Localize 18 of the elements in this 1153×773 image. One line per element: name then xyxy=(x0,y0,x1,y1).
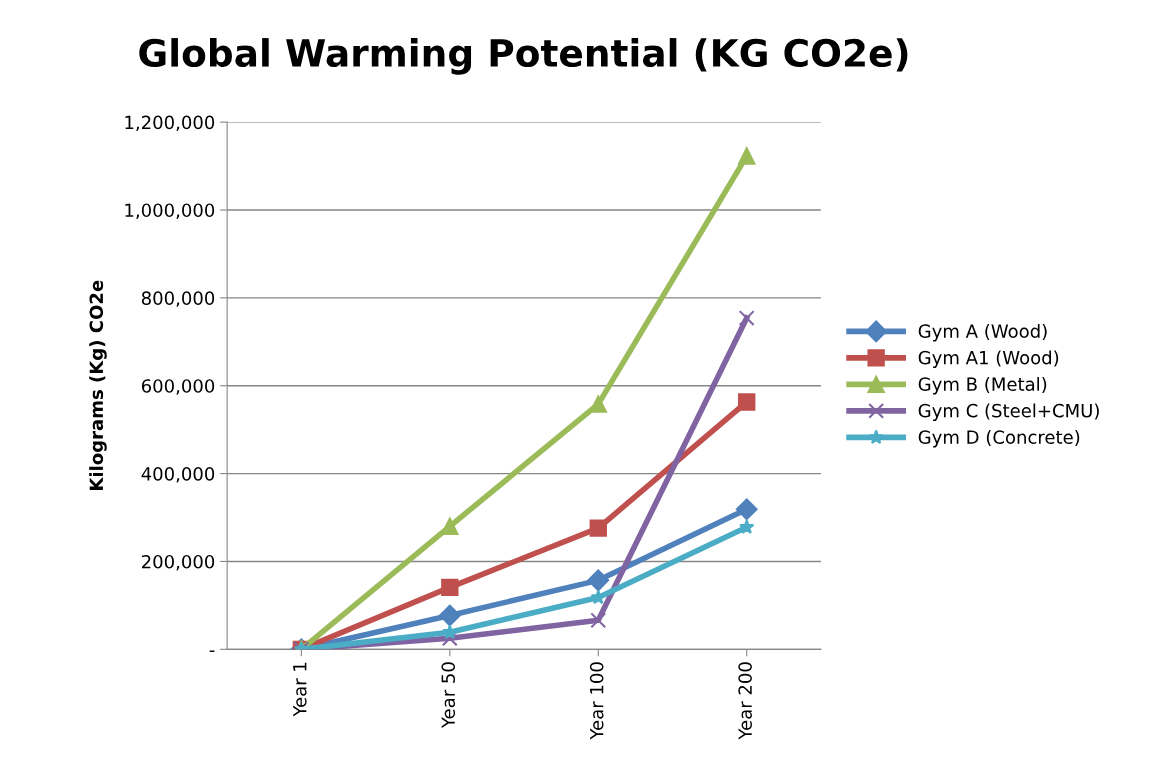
legend-label: Gym A (Wood) xyxy=(918,323,1047,342)
y-tick-label: 800,000 xyxy=(141,291,215,307)
legend-label: Gym A1 (Wood) xyxy=(918,350,1059,368)
y-tick-label: 200,000 xyxy=(141,554,215,571)
legend-label: Gym D (Concrete) xyxy=(918,430,1080,448)
legend-label: Gym C (Steel+CMU) xyxy=(918,403,1099,421)
y-tick-label: 400,000 xyxy=(141,467,215,483)
legend-label: Gym B (Metal) xyxy=(918,376,1047,395)
chart-title: Global Warming Potential (KG CO2e) xyxy=(139,38,908,75)
y-tick-label: - xyxy=(209,650,215,652)
x-tick-label: Year 200 xyxy=(738,662,752,740)
x-tick-label: Year 1 xyxy=(293,662,307,717)
y-axis-title: Kilograms (Kg) CO2e xyxy=(89,280,107,490)
x-tick-label: Year 50 xyxy=(441,662,456,729)
y-tick-label: 1,200,000 xyxy=(125,115,215,132)
y-tick-label: 1,000,000 xyxy=(125,203,215,219)
y-tick-label: 600,000 xyxy=(141,379,215,395)
x-tick-label: Year 100 xyxy=(589,662,604,740)
